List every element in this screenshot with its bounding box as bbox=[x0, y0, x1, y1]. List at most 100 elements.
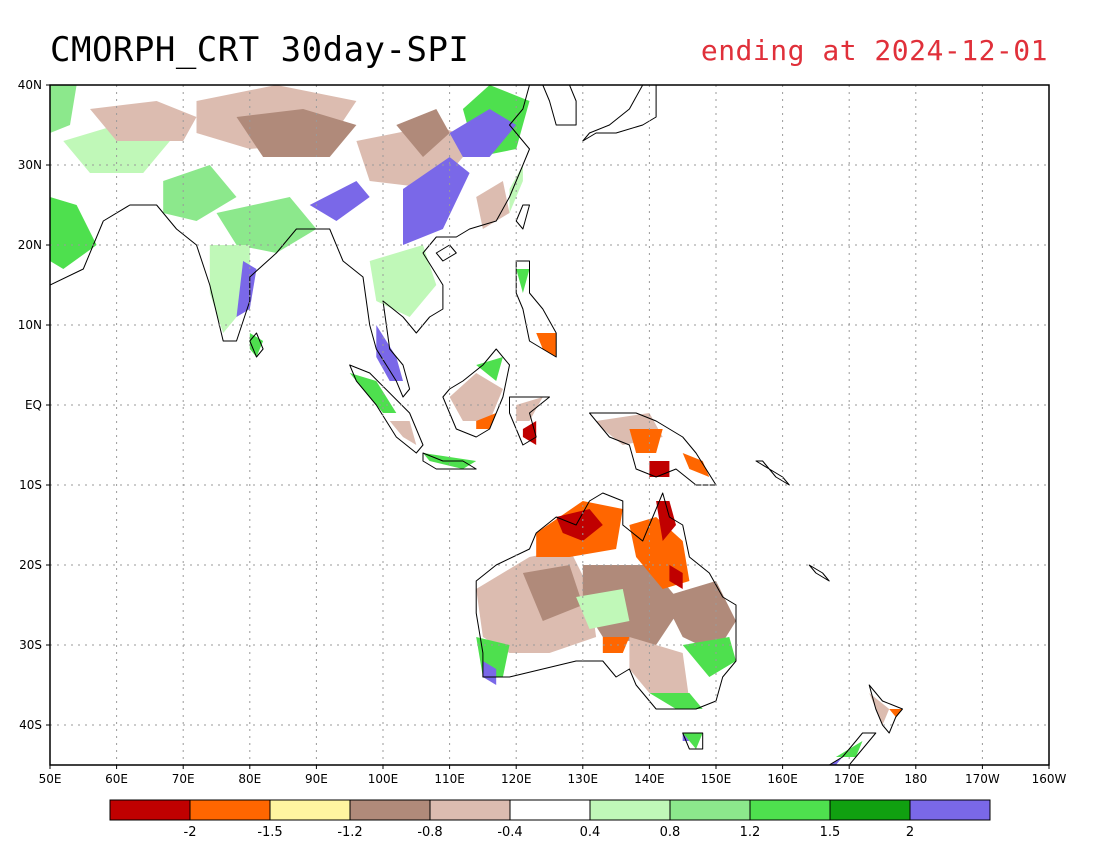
lat-tick-label: 30N bbox=[18, 158, 42, 172]
coastline-korea bbox=[542, 85, 577, 126]
lon-tick-label: 130E bbox=[568, 772, 599, 786]
coastline-nz-south bbox=[828, 732, 877, 765]
legend-label: -1.2 bbox=[337, 825, 362, 840]
coastline-new-caledonia bbox=[808, 564, 830, 582]
spi-patch bbox=[236, 109, 357, 157]
lon-tick-label: 160W bbox=[1032, 772, 1067, 786]
legend-swatch bbox=[749, 799, 831, 821]
legend-swatch bbox=[109, 799, 191, 821]
lon-tick-label: 80E bbox=[238, 772, 261, 786]
spi-patch bbox=[556, 509, 603, 541]
lon-tick-label: 160E bbox=[767, 772, 798, 786]
coastline-hainan bbox=[435, 244, 457, 262]
lon-tick-label: 140E bbox=[634, 772, 665, 786]
spi-patch bbox=[249, 333, 264, 357]
map-frame bbox=[49, 84, 1050, 766]
legend-swatch bbox=[269, 799, 351, 821]
grid-lines bbox=[50, 85, 1049, 765]
legend-label: 1.5 bbox=[820, 825, 841, 840]
longitude-tick-labels: 50E 60E 70E 80E 90E 100E 110E 120E 130E 140E 150E 1… bbox=[39, 765, 1067, 786]
lat-tick-label: 40S bbox=[19, 718, 42, 732]
spi-patch bbox=[389, 421, 417, 445]
coastline-sri-lanka bbox=[249, 332, 264, 358]
lon-tick-label: 120E bbox=[501, 772, 532, 786]
spi-patch bbox=[662, 581, 736, 653]
spi-patch bbox=[516, 269, 530, 293]
latitude-tick-labels: 40N 30N 20N 10N EQ 10S 20S 30S 40S bbox=[18, 78, 50, 732]
coastline-sulawesi bbox=[509, 396, 550, 446]
spi-patch bbox=[629, 637, 690, 701]
lon-tick-label: 60E bbox=[105, 772, 128, 786]
spi-patch bbox=[536, 333, 557, 357]
spi-patch bbox=[396, 109, 450, 157]
coastline-nz-north bbox=[868, 684, 903, 734]
spi-patch bbox=[656, 501, 676, 541]
spi-patch bbox=[50, 197, 97, 269]
spi-patch bbox=[516, 397, 543, 421]
legend-swatch bbox=[669, 799, 751, 821]
map-subtitle: ending at 2024-12-01 bbox=[700, 34, 1048, 67]
lon-tick-label: 150E bbox=[701, 772, 732, 786]
coastline-australia bbox=[475, 492, 737, 710]
spi-patch bbox=[476, 357, 503, 381]
spi-patch bbox=[869, 693, 890, 725]
lat-tick-label: 40N bbox=[18, 78, 42, 92]
spi-patch bbox=[629, 429, 663, 453]
lat-tick-label: 10N bbox=[18, 318, 42, 332]
coastline-java bbox=[422, 452, 477, 470]
spi-patch bbox=[482, 661, 497, 685]
lat-tick-label: 30S bbox=[19, 638, 42, 652]
legend-label: -0.4 bbox=[497, 825, 522, 840]
coastline-asia bbox=[50, 85, 530, 398]
spi-patch bbox=[576, 589, 630, 629]
legend-label: -2 bbox=[184, 825, 197, 840]
coastline-solomon-islands bbox=[755, 460, 790, 486]
spi-patch bbox=[682, 733, 703, 749]
coastline-taiwan bbox=[515, 204, 530, 230]
land-taiwan bbox=[516, 205, 530, 229]
spi-patch bbox=[476, 181, 510, 229]
spi-patch bbox=[90, 101, 197, 141]
legend-label: -0.8 bbox=[417, 825, 442, 840]
spi-patch bbox=[163, 165, 237, 221]
spi-patch bbox=[369, 245, 437, 317]
spi-patch bbox=[889, 709, 903, 717]
lat-tick-label: 20N bbox=[18, 238, 42, 252]
map-title: CMORPH_CRT 30day-SPI bbox=[50, 30, 470, 70]
spi-patch bbox=[602, 637, 630, 653]
legend-swatch bbox=[509, 799, 591, 821]
spi-patch bbox=[682, 733, 690, 741]
spi-patch bbox=[50, 85, 77, 133]
coastline-borneo bbox=[442, 348, 510, 438]
spi-patch bbox=[449, 373, 503, 421]
land-japan bbox=[582, 85, 657, 141]
lon-tick-label: 100E bbox=[368, 772, 399, 786]
lon-tick-label: 170W bbox=[965, 772, 1000, 786]
lat-tick-label: 10S bbox=[19, 478, 42, 492]
land-korea bbox=[542, 85, 577, 125]
lat-tick-label: 20S bbox=[19, 558, 42, 572]
spi-patch-layer bbox=[50, 85, 903, 765]
spi-patch bbox=[682, 637, 736, 677]
land-new-caledonia bbox=[809, 565, 830, 581]
lat-tick-label: EQ bbox=[25, 398, 42, 412]
legend-label: 1.2 bbox=[740, 825, 761, 840]
spi-patch bbox=[349, 373, 397, 413]
legend-label: 0.8 bbox=[660, 825, 681, 840]
lon-tick-label: 70E bbox=[172, 772, 195, 786]
lon-tick-label: 170E bbox=[834, 772, 865, 786]
spi-patch bbox=[649, 461, 670, 477]
spi-patch bbox=[682, 453, 710, 477]
spi-patch bbox=[403, 157, 470, 245]
spi-patch bbox=[509, 165, 523, 213]
legend-swatch bbox=[349, 799, 431, 821]
spi-patch bbox=[649, 693, 703, 709]
coastline-philippines bbox=[515, 260, 557, 358]
legend-swatch bbox=[429, 799, 511, 821]
legend-swatch bbox=[589, 799, 671, 821]
lon-tick-label: 50E bbox=[39, 772, 62, 786]
land-hainan bbox=[436, 245, 457, 261]
spi-patch bbox=[449, 109, 517, 157]
lon-tick-label: 90E bbox=[305, 772, 328, 786]
